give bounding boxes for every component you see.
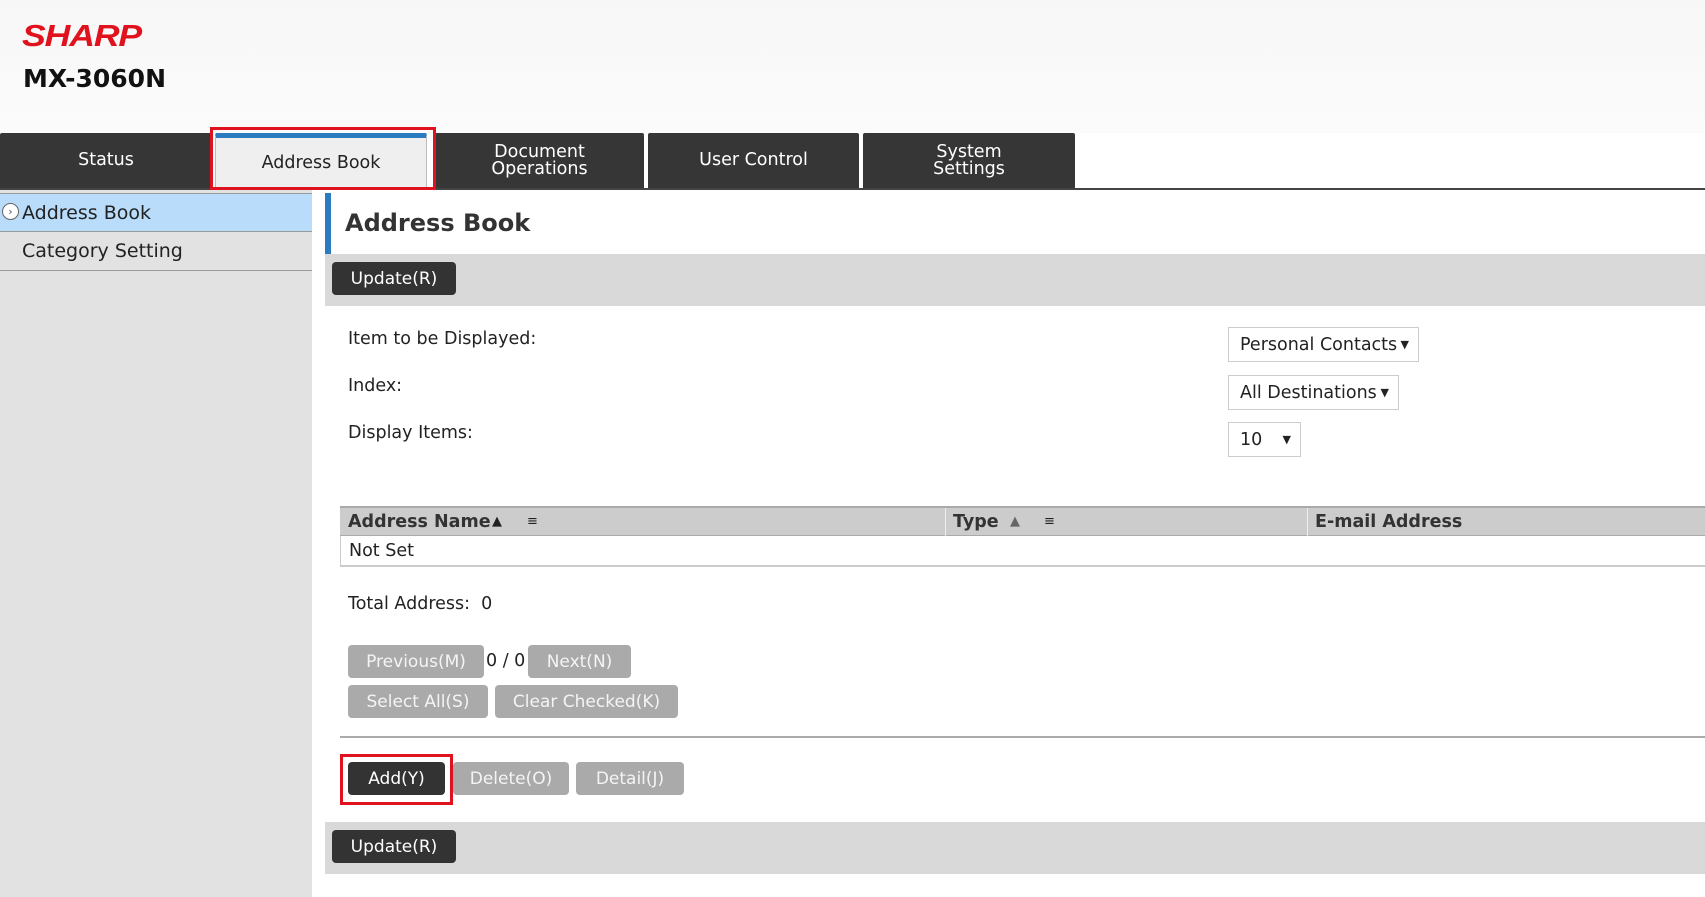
sort-icon[interactable]: ▲ — [1010, 514, 1020, 529]
index-select[interactable]: All Destinations ▼ — [1228, 375, 1399, 410]
filter-icon[interactable]: ≡ — [527, 514, 538, 529]
highlight-box — [210, 127, 436, 190]
tab-status[interactable]: Status — [0, 133, 212, 188]
sidebar-item-category-setting[interactable]: Category Setting — [0, 232, 312, 271]
divider — [340, 736, 1705, 738]
tab-label: Document Operations — [491, 141, 588, 179]
tab-label: User Control — [699, 150, 808, 170]
select-value: All Destinations — [1240, 382, 1377, 403]
select-value: 10 — [1240, 429, 1263, 450]
select-value: Personal Contacts — [1240, 334, 1398, 355]
page-indicator: 0 / 0 — [486, 651, 526, 671]
previous-button[interactable]: Previous(M) — [348, 645, 484, 678]
index-label: Index: — [348, 376, 403, 396]
page-title: Address Book — [345, 209, 531, 237]
delete-button[interactable]: Delete(O) — [453, 762, 569, 795]
item-to-display-select[interactable]: Personal Contacts ▼ — [1228, 327, 1419, 362]
display-items-label: Display Items: — [348, 423, 473, 443]
header — [0, 0, 1705, 133]
top-action-bar — [325, 254, 1705, 306]
sort-ascending-icon[interactable]: ▲ — [492, 514, 502, 529]
tab-divider — [0, 188, 1705, 190]
bottom-action-bar — [325, 822, 1705, 874]
tab-label: Address Book — [261, 152, 381, 173]
column-divider — [1307, 508, 1308, 536]
tab-address-book[interactable]: Address Book — [215, 133, 427, 188]
column-type: Type — [953, 512, 999, 532]
dropdown-arrow-icon: ▼ — [1400, 338, 1409, 351]
tab-label: System Settings — [933, 141, 1005, 179]
table-row: Not Set — [340, 536, 1705, 567]
clear-checked-button[interactable]: Clear Checked(K) — [495, 685, 678, 718]
total-label: Total Address: — [348, 594, 471, 614]
filter-icon[interactable]: ≡ — [1044, 514, 1055, 529]
tab-document-operations[interactable]: Document Operations — [435, 133, 644, 188]
display-items-select[interactable]: 10 ▼ — [1228, 422, 1301, 457]
sidebar-item-address-book[interactable]: Address Book — [0, 193, 312, 232]
dropdown-arrow-icon: ▼ — [1380, 386, 1389, 399]
title-accent-bar — [325, 193, 331, 254]
column-divider — [945, 508, 946, 536]
sidebar-item-label: Category Setting — [22, 240, 183, 262]
next-button[interactable]: Next(N) — [528, 645, 631, 678]
dropdown-arrow-icon: ▼ — [1282, 433, 1291, 446]
update-button-bottom[interactable]: Update(R) — [332, 830, 456, 863]
highlight-box — [340, 754, 453, 805]
select-all-button[interactable]: Select All(S) — [348, 685, 488, 718]
sidebar — [0, 190, 312, 897]
column-address-name: Address Name — [348, 512, 491, 532]
tab-label: Status — [78, 150, 134, 170]
total-value: 0 — [481, 594, 493, 614]
item-to-display-label: Item to be Displayed: — [348, 329, 537, 349]
model-name: MX-3060N — [23, 64, 166, 93]
chevron-right-icon: › — [2, 203, 19, 220]
column-email-address: E-mail Address — [1315, 512, 1463, 532]
cell-address-name: Not Set — [349, 541, 414, 561]
sharp-logo: SHARP — [22, 18, 142, 53]
table-header: Address Name ▲ ≡ Type ▲ ≡ E-mail Address — [340, 506, 1705, 536]
detail-button[interactable]: Detail(J) — [576, 762, 684, 795]
total-address-label: Total Address: 0 — [348, 594, 492, 614]
add-button[interactable]: Add(Y) — [348, 762, 445, 795]
sidebar-item-label: Address Book — [22, 201, 151, 224]
tab-user-control[interactable]: User Control — [648, 133, 859, 188]
update-button-top[interactable]: Update(R) — [332, 262, 456, 295]
tab-system-settings[interactable]: System Settings — [863, 133, 1075, 188]
